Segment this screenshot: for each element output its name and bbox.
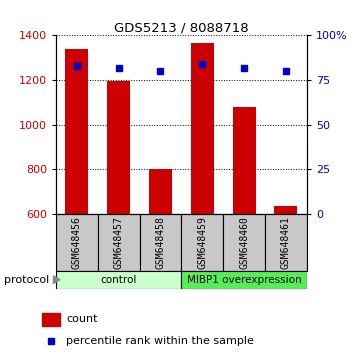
Bar bbox=[140, 214, 181, 271]
Bar bbox=[232, 107, 256, 214]
Text: count: count bbox=[66, 314, 98, 325]
Bar bbox=[149, 170, 172, 214]
Text: GSM648459: GSM648459 bbox=[197, 216, 207, 269]
Bar bbox=[274, 206, 297, 214]
Text: GSM648456: GSM648456 bbox=[72, 216, 82, 269]
Bar bbox=[191, 43, 214, 214]
Text: GSM648457: GSM648457 bbox=[114, 216, 124, 269]
Text: protocol: protocol bbox=[4, 275, 49, 285]
Bar bbox=[181, 214, 223, 271]
Bar bbox=[56, 214, 98, 271]
Text: GSM648461: GSM648461 bbox=[281, 216, 291, 269]
Bar bbox=[65, 49, 88, 214]
Text: GSM648460: GSM648460 bbox=[239, 216, 249, 269]
Polygon shape bbox=[53, 276, 60, 284]
Title: GDS5213 / 8088718: GDS5213 / 8088718 bbox=[114, 21, 249, 34]
Text: control: control bbox=[100, 275, 137, 285]
Bar bbox=[223, 214, 265, 271]
Bar bbox=[181, 271, 307, 289]
Text: MIBP1 overexpression: MIBP1 overexpression bbox=[187, 275, 301, 285]
Text: GSM648458: GSM648458 bbox=[156, 216, 165, 269]
Bar bbox=[43, 313, 60, 326]
Bar bbox=[265, 214, 307, 271]
Text: percentile rank within the sample: percentile rank within the sample bbox=[66, 336, 254, 346]
Bar bbox=[56, 271, 181, 289]
Bar bbox=[107, 81, 130, 214]
Bar bbox=[98, 214, 140, 271]
